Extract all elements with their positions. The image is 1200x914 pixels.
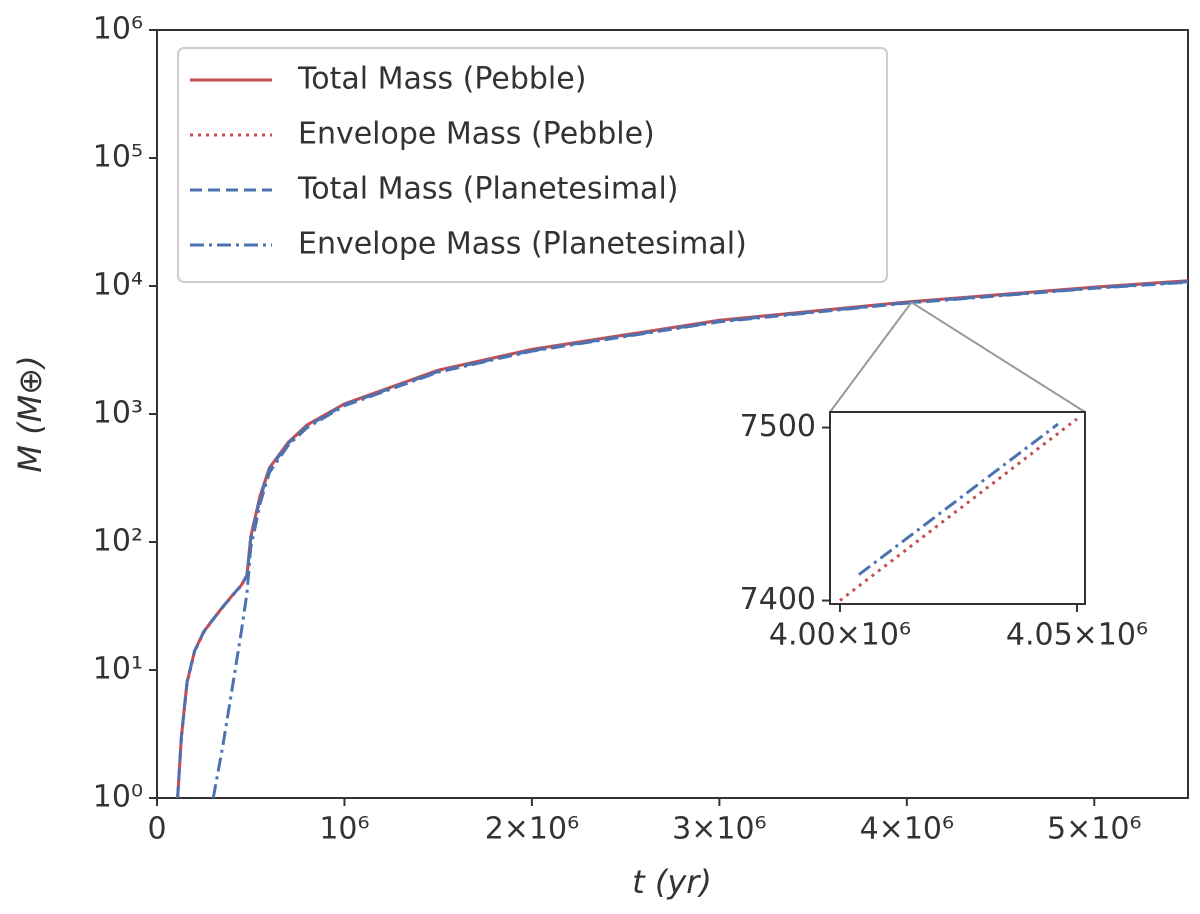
y-tick-label: 10¹ xyxy=(93,652,143,687)
legend-label: Total Mass (Planetesimal) xyxy=(297,172,678,207)
y-tick-label: 10⁴ xyxy=(93,268,143,303)
x-tick-label: 4×10⁶ xyxy=(860,812,954,847)
y-tick-label: 10³ xyxy=(93,396,143,431)
x-axis-label: t (yr) xyxy=(632,863,712,901)
legend-box xyxy=(177,47,888,283)
legend-label: Total Mass (Pebble) xyxy=(297,62,586,97)
y-tick-label: 7500 xyxy=(740,409,816,444)
plot-area xyxy=(829,411,1086,605)
legend-label: Envelope Mass (Pebble) xyxy=(298,117,655,152)
legend-label: Envelope Mass (Planetesimal) xyxy=(298,227,747,262)
x-tick-label: 4.00×10⁶ xyxy=(769,618,911,653)
zoom-connector xyxy=(829,301,913,413)
x-tick-label: 2×10⁶ xyxy=(485,812,579,847)
y-tick-label: 7400 xyxy=(740,582,816,617)
y-tick-label: 10⁵ xyxy=(93,140,143,175)
x-tick-label: 5×10⁶ xyxy=(1047,812,1141,847)
y-axis-label: M (M⊕) xyxy=(11,355,49,472)
x-tick-label: 0 xyxy=(147,812,166,847)
y-tick-label: 10⁰ xyxy=(93,780,143,815)
series-line xyxy=(839,417,1078,602)
x-tick-label: 4.05×10⁶ xyxy=(1006,618,1148,653)
series-line xyxy=(211,280,1188,798)
x-tick-label: 10⁶ xyxy=(319,812,369,847)
y-tick-label: 10⁶ xyxy=(93,12,143,47)
x-tick-label: 3×10⁶ xyxy=(672,812,766,847)
y-tick-label: 10² xyxy=(93,524,143,559)
zoom-connector xyxy=(910,301,1086,413)
